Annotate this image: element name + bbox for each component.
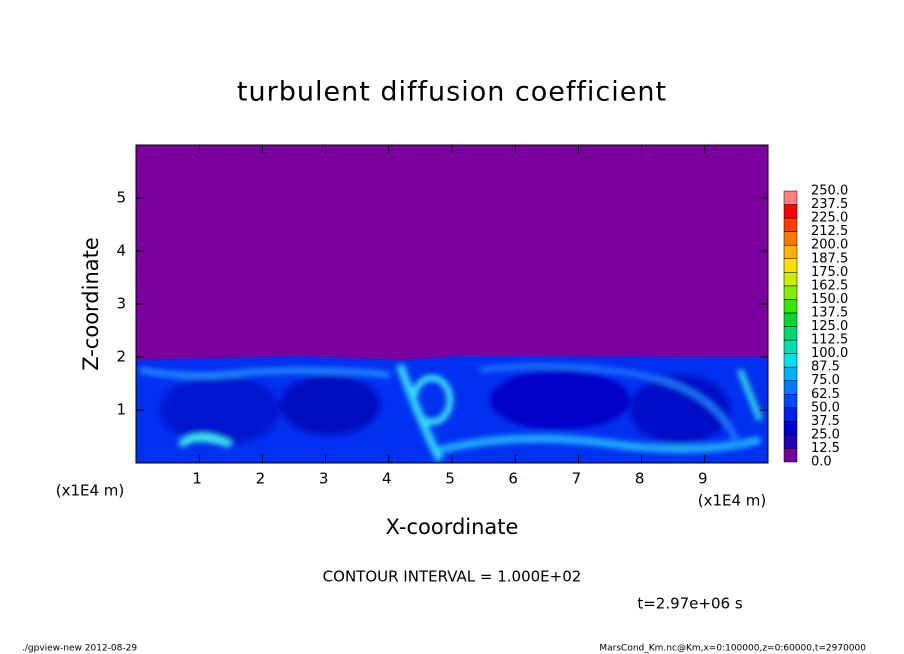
colorbar-band bbox=[783, 258, 798, 273]
y-tick-label: 3 bbox=[116, 295, 126, 313]
colorbar-label: 0.0 bbox=[811, 455, 832, 470]
colorbar-band bbox=[783, 231, 798, 246]
colorbar-band bbox=[783, 434, 798, 449]
x-tick-label: 2 bbox=[256, 470, 266, 488]
colorbar-label: 37.5 bbox=[811, 414, 840, 429]
colorbar-band bbox=[783, 407, 798, 422]
colorbar-band bbox=[783, 244, 798, 259]
colorbar-band bbox=[783, 312, 798, 327]
colorbar-label: 50.0 bbox=[811, 400, 840, 415]
colorbar-band bbox=[783, 339, 798, 354]
colorbar-label: 162.5 bbox=[811, 278, 848, 293]
colorbar-band bbox=[783, 448, 798, 463]
colorbar-label: 175.0 bbox=[811, 265, 848, 280]
colorbar-label: 112.5 bbox=[811, 333, 848, 348]
colorbar-label: 250.0 bbox=[811, 184, 848, 199]
footer-left: ./gpview-new 2012-08-29 bbox=[22, 644, 137, 654]
x-tick-label: 9 bbox=[698, 470, 708, 488]
colorbar-label: 200.0 bbox=[811, 238, 848, 253]
y-tick-label: 4 bbox=[116, 242, 126, 260]
colorbar-label: 75.0 bbox=[811, 373, 840, 388]
colorbar-band bbox=[783, 421, 798, 436]
x-tick-label: 3 bbox=[319, 470, 329, 488]
chart-title: turbulent diffusion coefficient bbox=[237, 77, 667, 108]
x-unit-left: (x1E4 m) bbox=[56, 482, 125, 500]
y-axis-label: Z-coordinate bbox=[79, 237, 103, 371]
colorbar-band bbox=[783, 285, 798, 300]
colorbar-band bbox=[783, 394, 798, 409]
x-tick-label: 6 bbox=[508, 470, 518, 488]
time-label: t=2.97e+06 s bbox=[637, 595, 743, 613]
colorbar-band bbox=[783, 299, 798, 314]
x-axis-label: X-coordinate bbox=[386, 515, 519, 539]
colorbar-band bbox=[783, 380, 798, 395]
colorbar-label: 62.5 bbox=[811, 387, 840, 402]
contour-interval: CONTOUR INTERVAL = 1.000E+02 bbox=[323, 568, 582, 586]
x-tick-label: 7 bbox=[572, 470, 582, 488]
colorbar-label: 150.0 bbox=[811, 292, 848, 307]
colorbar-band bbox=[783, 217, 798, 232]
y-tick-label: 2 bbox=[116, 348, 126, 366]
colorbar-band bbox=[783, 326, 798, 341]
colorbar-band bbox=[783, 204, 798, 219]
colorbar-label: 225.0 bbox=[811, 211, 848, 226]
colorbar-label: 25.0 bbox=[811, 427, 840, 442]
x-tick-label: 5 bbox=[445, 470, 455, 488]
colorbar-label: 12.5 bbox=[811, 441, 840, 456]
y-tick-label: 1 bbox=[116, 401, 126, 419]
colorbar-label: 125.0 bbox=[811, 319, 848, 334]
colorbar-band bbox=[783, 366, 798, 381]
colorbar-band bbox=[783, 190, 798, 205]
y-tick-label: 5 bbox=[116, 189, 126, 207]
colorbar-label: 100.0 bbox=[811, 346, 848, 361]
contour-field bbox=[135, 144, 769, 464]
x-unit-right: (x1E4 m) bbox=[698, 492, 767, 510]
colorbar-label: 212.5 bbox=[811, 224, 848, 239]
x-tick-label: 4 bbox=[382, 470, 392, 488]
colorbar-band bbox=[783, 353, 798, 368]
x-tick-label: 8 bbox=[635, 470, 645, 488]
colorbar-label: 87.5 bbox=[811, 360, 840, 375]
colorbar-label: 187.5 bbox=[811, 251, 848, 266]
x-tick-label: 1 bbox=[192, 470, 202, 488]
colorbar-band bbox=[783, 272, 798, 287]
colorbar-label: 137.5 bbox=[811, 305, 848, 320]
footer-right: MarsCond_Km.nc@Km,x=0:100000,z=0:60000,t… bbox=[599, 644, 866, 654]
colorbar-label: 237.5 bbox=[811, 197, 848, 212]
